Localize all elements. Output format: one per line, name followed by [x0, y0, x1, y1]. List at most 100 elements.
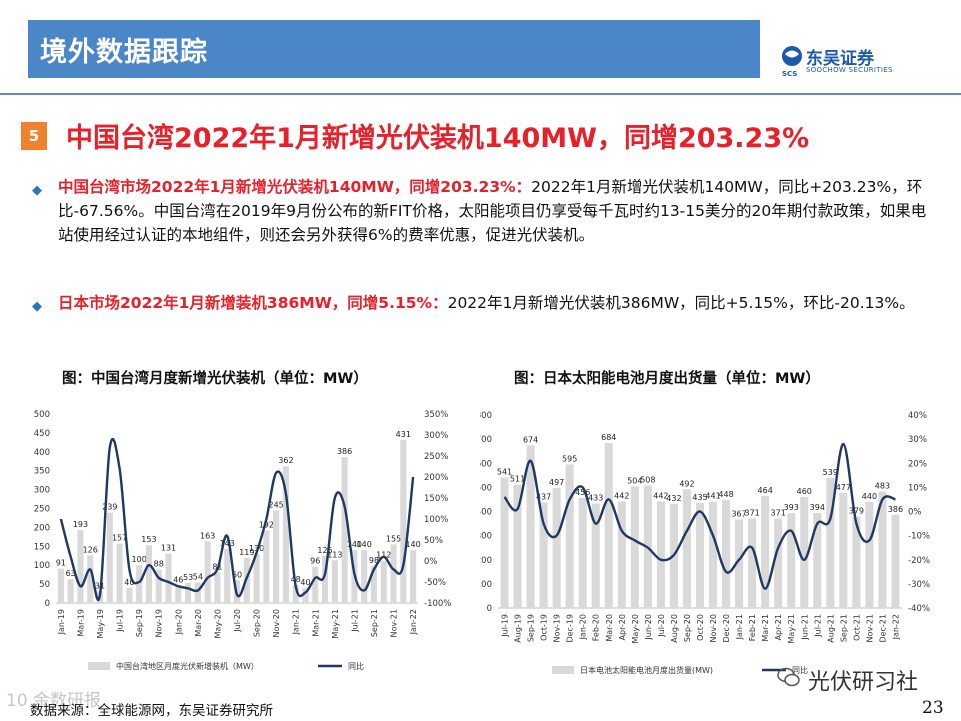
y-tick-label: 500 [480, 483, 492, 493]
bar [126, 587, 133, 603]
bar [748, 518, 757, 608]
bar-value-label: 433 [588, 494, 603, 503]
bullet-taiwan: ◆ 中国台湾市场2022年1月新增光伏装机140MW，同增203.23%：202… [32, 175, 928, 247]
bar-value-label: 435 [692, 493, 707, 502]
bar-value-label: 88 [154, 560, 164, 569]
bar [282, 466, 289, 603]
bar [136, 565, 143, 603]
bar-value-label: 511 [510, 475, 525, 484]
y-tick-label: 800 [480, 411, 492, 421]
bar [826, 477, 835, 608]
x-tick-label: Sep-20 [683, 614, 692, 642]
wechat-icon [777, 667, 800, 687]
watermark-left: 10 金数研报 [6, 691, 102, 711]
company-logo: SCS [782, 46, 802, 78]
x-tick-label: Jul-20 [657, 614, 666, 638]
bar [185, 582, 192, 603]
bullet-taiwan-text: 2022年1月新增光伏装机140MW，同比+203.23%，环比-67.56%。… [58, 178, 927, 244]
y2-tick-label: 200% [424, 473, 448, 483]
bar-value-label: 394 [810, 503, 825, 512]
x-tick-label: Sep-19 [527, 614, 536, 642]
bar-value-label: 119 [239, 548, 254, 557]
bullet-taiwan-highlight: 中国台湾市场2022年1月新增光伏装机140MW，同增203.23%： [58, 178, 532, 196]
x-tick-label: Sep-20 [253, 609, 262, 637]
legend-bar-swatch [88, 662, 110, 670]
bar-value-label: 362 [278, 456, 293, 465]
bar [735, 519, 744, 608]
bar-value-label: 504 [627, 476, 642, 485]
x-tick-label: Jan-20 [174, 609, 183, 635]
bar [552, 488, 561, 608]
bar-value-label: 371 [744, 508, 759, 517]
bullet-japan-text: 2022年1月新增光伏装机386MW，同比+5.15%，环比-20.13%。 [447, 294, 915, 312]
bar [214, 572, 221, 603]
bar-value-label: 386 [337, 447, 352, 456]
y-tick-label: 200 [480, 556, 492, 566]
section-title: 中国台湾2022年1月新增光伏装机140MW，同增203.23% [66, 123, 810, 154]
x-tick-label: Jun-20 [644, 614, 653, 641]
x-tick-label: Mar-19 [76, 609, 85, 637]
x-tick-label: Nov-20 [272, 609, 281, 637]
bar-value-label: 379 [849, 507, 864, 516]
x-tick-label: Jul-21 [350, 609, 359, 633]
y-tick-label: 150 [34, 542, 50, 552]
x-tick-label: Apr-21 [774, 614, 783, 640]
y2-tick-label: -50% [424, 578, 446, 588]
bar-value-label: 448 [718, 490, 733, 499]
y2-tick-label: 300% [424, 431, 448, 441]
bar [292, 584, 299, 603]
bar [380, 560, 387, 603]
bar [813, 512, 822, 608]
bar-value-label: 91 [56, 559, 66, 568]
bar [774, 518, 783, 608]
bar-value-label: 130 [249, 544, 264, 553]
bar-value-label: 497 [549, 478, 564, 487]
y-tick-label: 0 [487, 604, 492, 614]
x-tick-label: Jan-21 [735, 614, 744, 640]
y-tick-label: 700 [480, 435, 492, 445]
x-tick-label: Dec-21 [878, 614, 887, 643]
bar [800, 497, 809, 608]
x-tick-label: May-20 [631, 614, 640, 643]
x-tick-label: Jan-21 [292, 609, 301, 635]
bar [539, 502, 548, 608]
y2-tick-label: -20% [908, 556, 930, 566]
bar [695, 503, 705, 608]
x-tick-label: May-21 [331, 609, 340, 638]
bar-value-label: 367 [731, 509, 746, 518]
bar [322, 555, 329, 603]
bar [253, 553, 260, 603]
y-tick-label: 300 [34, 486, 50, 496]
y2-tick-label: 30% [908, 435, 927, 445]
legend-bar-label: 日本电池太阳能电池月度出货量(MW) [580, 665, 713, 675]
header-divider [0, 93, 961, 95]
y2-tick-label: 10% [908, 483, 927, 493]
bar [77, 530, 84, 603]
bar-value-label: 442 [614, 491, 629, 500]
x-tick-label: Jul-21 [813, 614, 822, 638]
x-tick-label: May-20 [213, 609, 222, 638]
bar [526, 445, 535, 608]
bar-value-label: 163 [200, 531, 215, 540]
logo-subtitle: SOOCHOW SECURITIES [806, 66, 893, 74]
bar-value-label: 432 [666, 494, 681, 503]
bar-value-label: 595 [562, 454, 577, 463]
bar-value-label: 125 [317, 546, 332, 555]
yoy-line [59, 437, 415, 601]
bar-value-label: 140 [347, 540, 362, 549]
x-tick-label: Oct-20 [696, 614, 705, 641]
bar [578, 497, 587, 608]
y2-tick-label: 150% [424, 494, 448, 504]
bar [865, 501, 874, 608]
bar [341, 457, 348, 603]
x-tick-label: Aug-20 [670, 614, 679, 643]
bar [263, 530, 270, 603]
bar-value-label: 143 [220, 539, 235, 548]
x-tick-label: Jan-19 [57, 609, 66, 635]
bar-value-label: 131 [161, 543, 176, 552]
x-tick-label: Mar-20 [605, 614, 614, 642]
bar-value-label: 245 [268, 500, 283, 509]
page-title: 境外数据跟踪 [40, 37, 208, 68]
bar [312, 566, 319, 603]
x-tick-label: Sep-19 [135, 609, 144, 637]
